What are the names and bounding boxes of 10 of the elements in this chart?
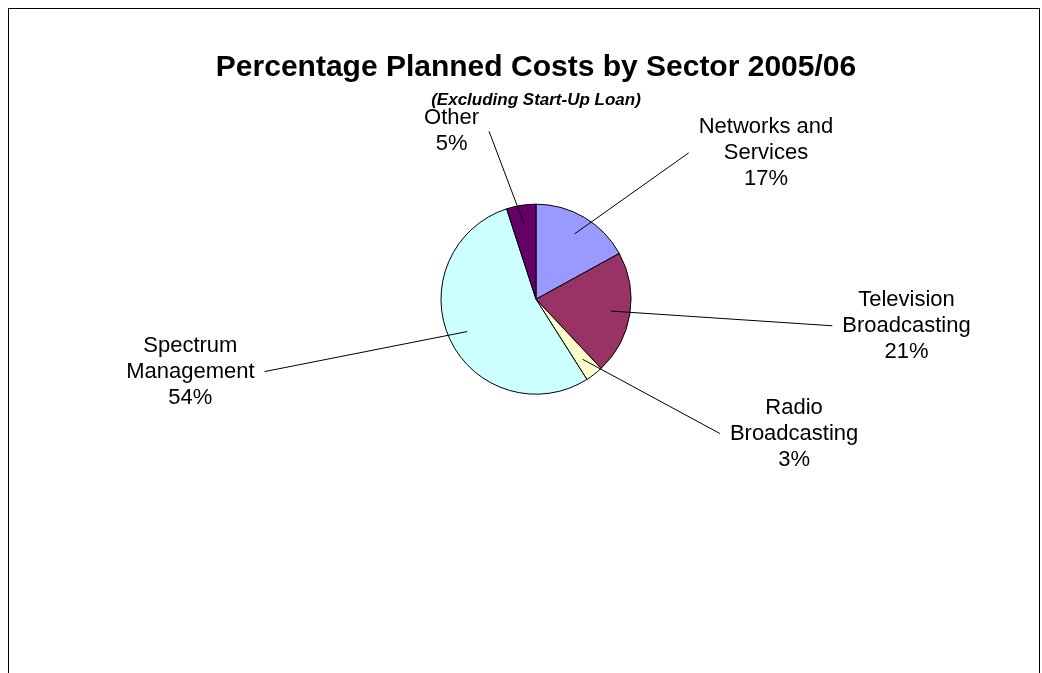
chart-title: Percentage Planned Costs by Sector 2005/06	[215, 49, 857, 83]
slice-label: Spectrum Management	[126, 331, 255, 383]
data-label: 5%	[435, 130, 468, 156]
data-label: 3%	[778, 445, 810, 471]
slice-label: Radio Broadcasting	[729, 393, 859, 445]
slice-label: Networks and Services	[698, 112, 834, 164]
data-label: 17%	[743, 164, 788, 190]
data-label: 54%	[168, 383, 213, 409]
slice-label: Television Broadcasting	[842, 285, 971, 337]
data-label: 21%	[884, 337, 929, 363]
